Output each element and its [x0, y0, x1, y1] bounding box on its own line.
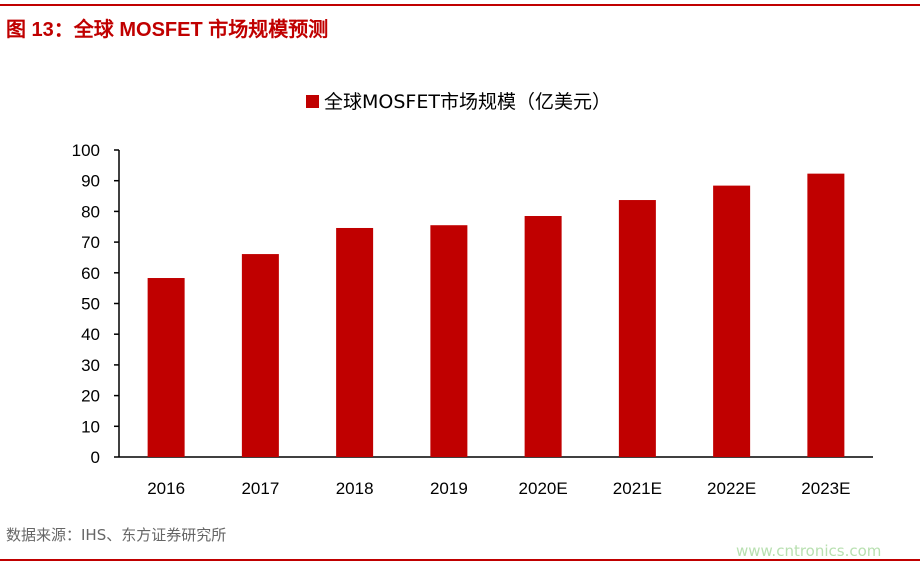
bar-2018 — [336, 227, 374, 457]
figure-title: 图 13：全球 MOSFET 市场规模预测 — [6, 19, 329, 41]
x-tick-label: 2023E — [801, 479, 850, 498]
y-tick-label: 30 — [81, 356, 100, 375]
x-tick-label: 2020E — [519, 479, 568, 498]
bottom-rule — [0, 559, 920, 561]
y-tick-label: 60 — [81, 264, 100, 283]
bar-2022E — [713, 185, 751, 457]
x-tick-label: 2016 — [147, 479, 185, 498]
y-tick-label: 100 — [72, 141, 100, 160]
top-rule — [0, 4, 920, 6]
x-tick-label: 2017 — [241, 479, 279, 498]
y-tick-label: 70 — [81, 233, 100, 252]
x-tick-label: 2021E — [613, 479, 662, 498]
y-tick-label: 90 — [81, 172, 100, 191]
y-tick-label: 20 — [81, 387, 100, 406]
y-tick-label: 50 — [81, 295, 100, 314]
x-tick-label: 2022E — [707, 479, 756, 498]
bar-2016 — [147, 278, 185, 457]
source-note: 数据来源：IHS、东方证券研究所 — [6, 526, 227, 544]
bar-2019 — [430, 225, 468, 457]
y-tick-label: 80 — [81, 202, 100, 221]
x-tick-label: 2019 — [430, 479, 468, 498]
y-tick-label: 0 — [91, 448, 100, 467]
y-tick-label: 10 — [81, 417, 100, 436]
y-tick-label: 40 — [81, 325, 100, 344]
bar-2021E — [618, 200, 656, 457]
x-tick-label: 2018 — [336, 479, 374, 498]
legend-swatch — [306, 95, 319, 108]
watermark: www.cntronics.com — [736, 542, 882, 560]
bar-2020E — [524, 216, 562, 457]
legend-label: 全球MOSFET市场规模（亿美元） — [324, 91, 611, 113]
bar-2023E — [807, 173, 845, 457]
bar-2017 — [241, 254, 279, 457]
